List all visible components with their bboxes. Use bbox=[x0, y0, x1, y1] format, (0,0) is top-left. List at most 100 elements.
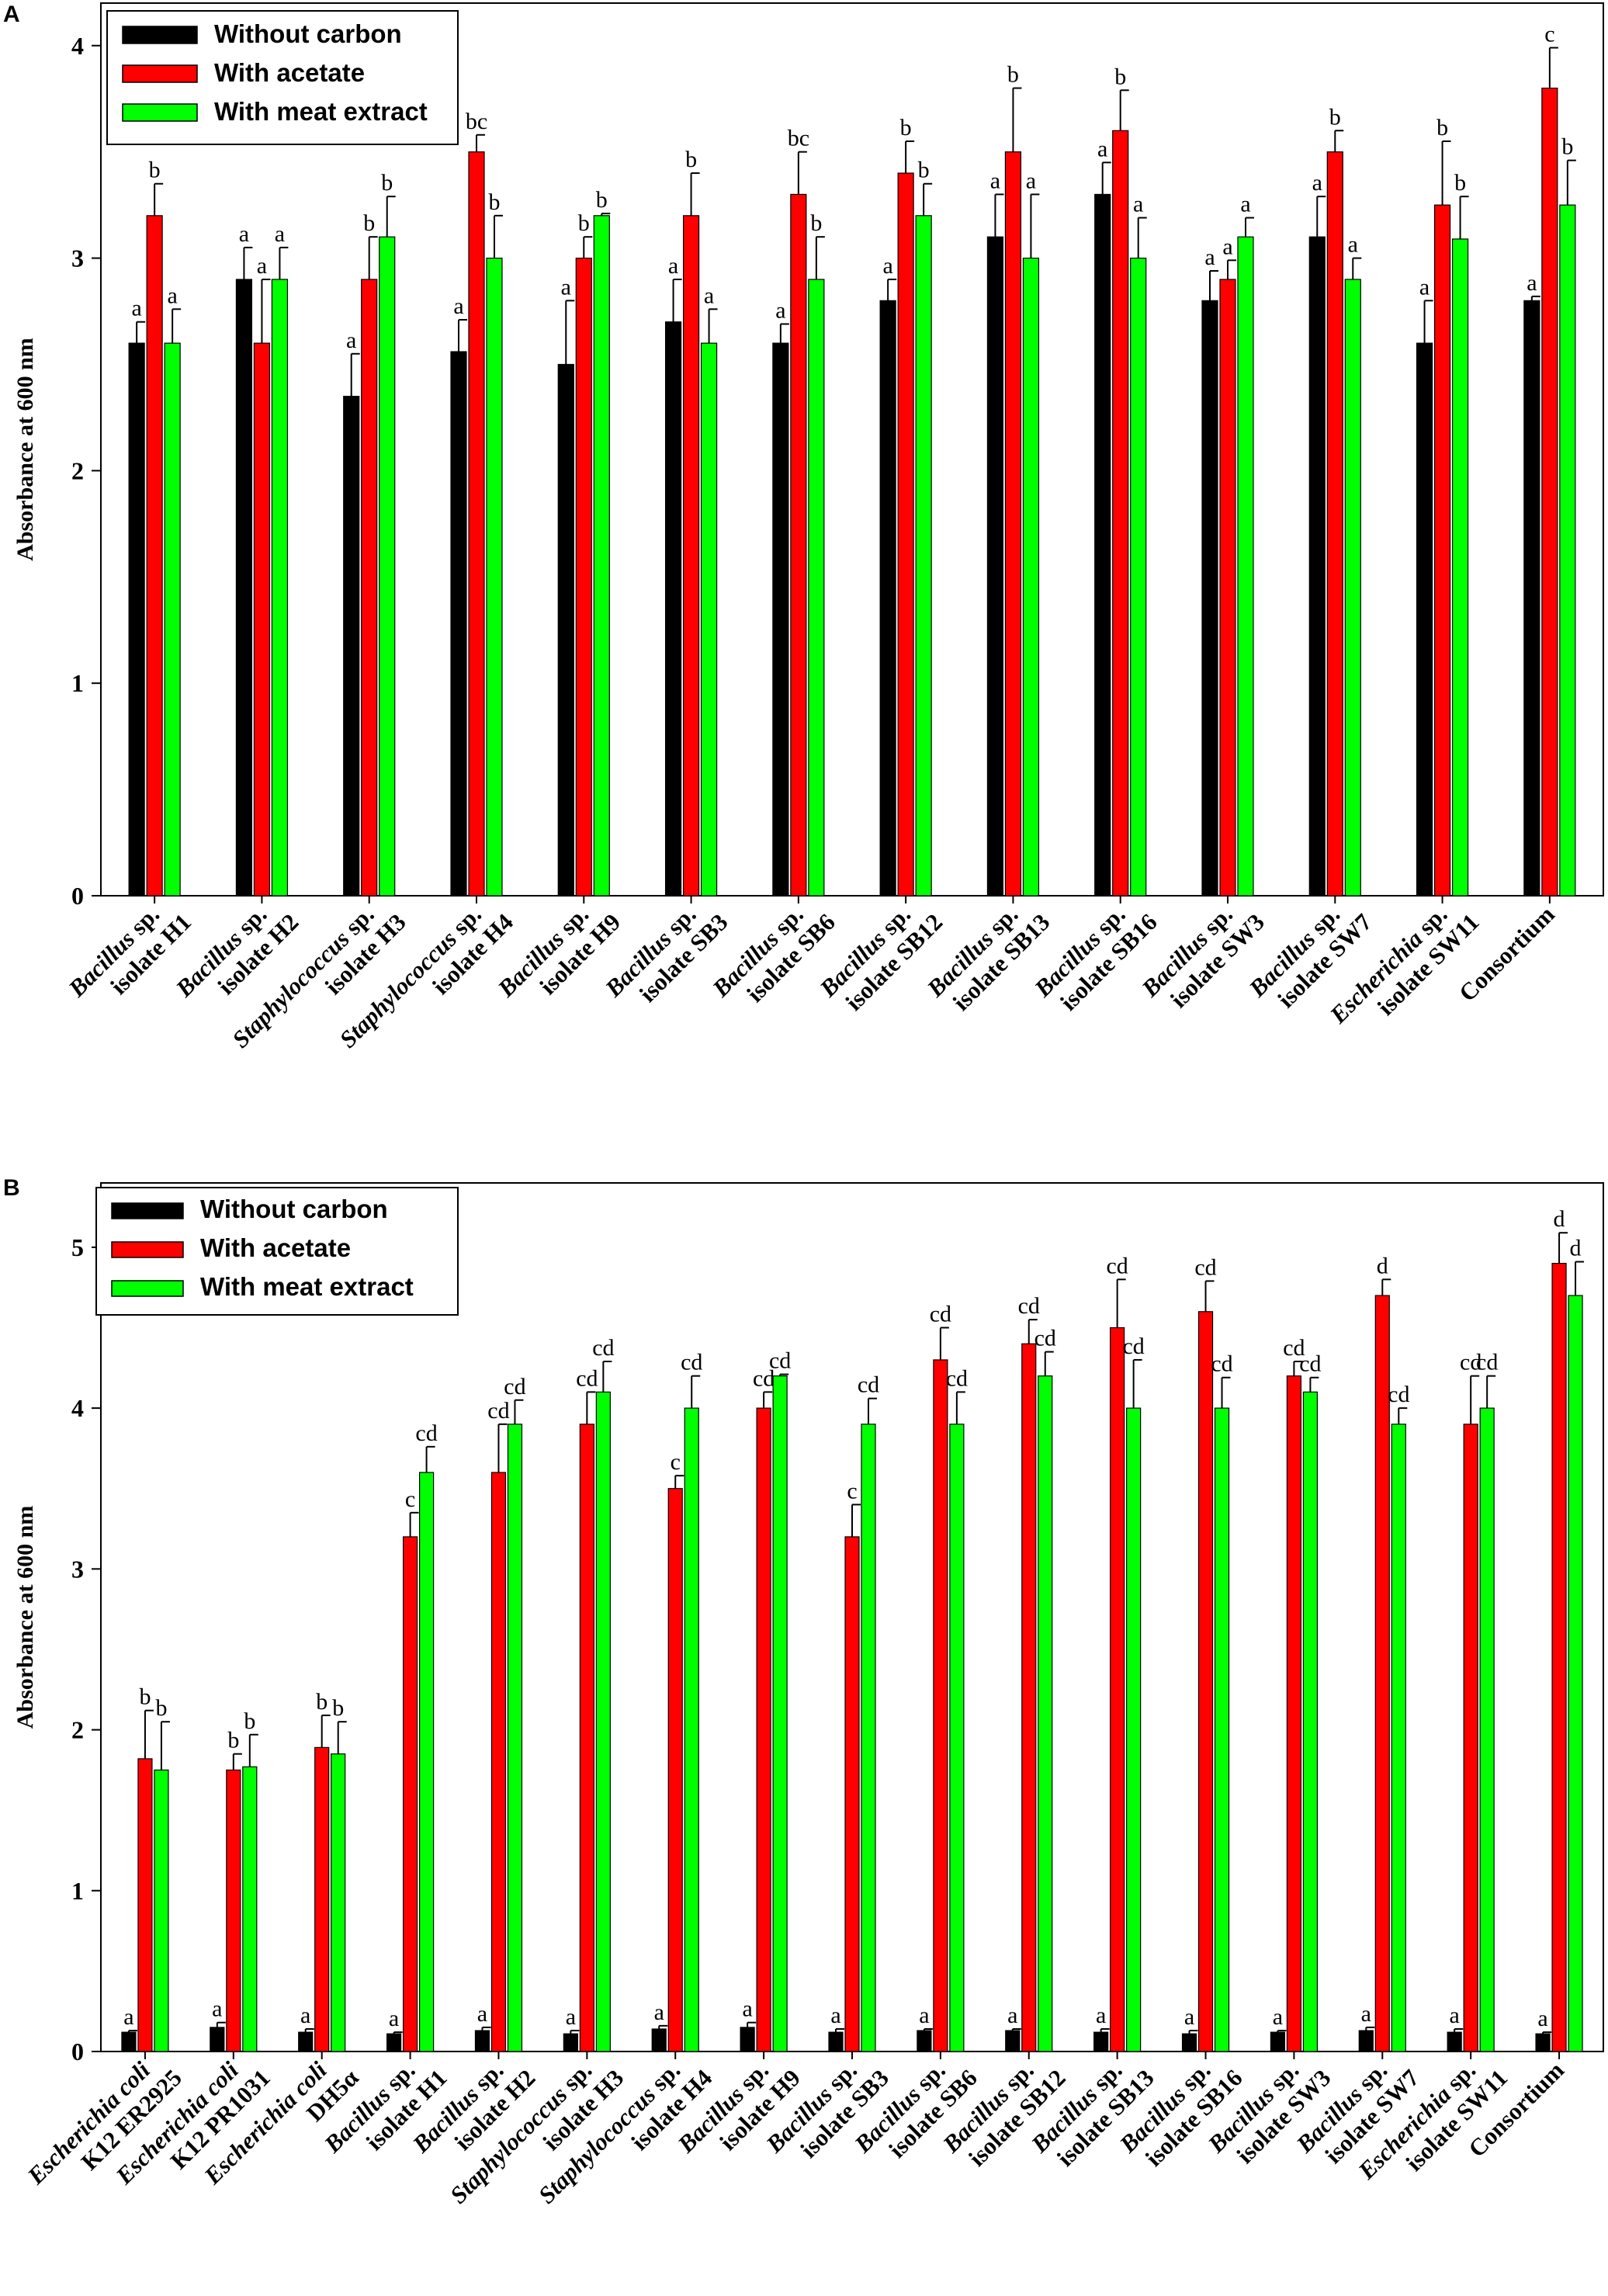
significance-letter: a bbox=[704, 283, 714, 308]
legend-label: With acetate bbox=[214, 58, 365, 87]
bar bbox=[1374, 1295, 1390, 2052]
bar bbox=[756, 1407, 771, 2052]
bar bbox=[226, 1769, 241, 2052]
significance-letter: b bbox=[316, 1689, 327, 1715]
bar bbox=[1093, 2031, 1109, 2052]
significance-letter: b bbox=[1454, 170, 1466, 196]
bar bbox=[402, 1536, 418, 2052]
bar bbox=[1270, 2031, 1286, 2052]
significance-letter: a bbox=[1527, 270, 1537, 296]
significance-letter: cd bbox=[930, 1302, 951, 1327]
bar bbox=[1201, 300, 1218, 897]
bar bbox=[314, 1746, 330, 2052]
bar bbox=[128, 342, 145, 897]
significance-letter: a bbox=[668, 253, 678, 279]
plot-frame bbox=[100, 2, 1604, 897]
bar bbox=[210, 2027, 225, 2052]
significance-letter: b bbox=[1007, 62, 1019, 88]
significance-letter: a bbox=[1222, 234, 1232, 259]
significance-letter: bc bbox=[466, 109, 487, 134]
significance-letter: a bbox=[1204, 245, 1215, 270]
significance-letter: cd bbox=[1122, 1334, 1144, 1359]
significance-letter: bc bbox=[788, 126, 809, 151]
significance-letter: b bbox=[139, 1684, 151, 1710]
bar bbox=[271, 279, 289, 897]
bar bbox=[1197, 1311, 1214, 2052]
bar bbox=[595, 1391, 611, 2052]
bar bbox=[772, 1375, 788, 2052]
bar bbox=[242, 1766, 258, 2052]
bar bbox=[1005, 2030, 1021, 2052]
bar bbox=[468, 151, 485, 897]
bar bbox=[772, 342, 789, 897]
bar bbox=[579, 1424, 594, 2052]
significance-letter: a bbox=[1312, 170, 1322, 196]
bar bbox=[418, 1472, 435, 2052]
significance-letter: a bbox=[654, 1999, 664, 2025]
significance-letter: d bbox=[1554, 1206, 1565, 1232]
significance-letter: cd bbox=[858, 1372, 879, 1398]
significance-letter: a bbox=[1026, 168, 1036, 193]
bar bbox=[575, 257, 592, 897]
significance-letter: a bbox=[1097, 136, 1107, 161]
bar bbox=[1551, 1263, 1567, 2052]
bar bbox=[790, 193, 807, 897]
bar bbox=[915, 215, 932, 897]
bar bbox=[1308, 236, 1326, 897]
bar bbox=[1219, 279, 1236, 897]
bar bbox=[1451, 238, 1469, 897]
significance-letter: a bbox=[742, 1996, 752, 2022]
bar bbox=[986, 236, 1004, 897]
bar bbox=[897, 172, 914, 897]
y-tick-label: 1 bbox=[71, 669, 84, 697]
bar bbox=[1559, 204, 1576, 897]
significance-letter: a bbox=[1184, 2004, 1194, 2030]
significance-letter: a bbox=[239, 221, 249, 247]
significance-letter: cd bbox=[1034, 1326, 1056, 1351]
bar bbox=[1021, 1343, 1037, 2052]
significance-letter: cd bbox=[769, 1348, 791, 1374]
bar bbox=[331, 1753, 346, 2052]
y-tick-label: 4 bbox=[71, 32, 84, 60]
significance-letter: a bbox=[123, 2004, 133, 2030]
significance-letter: cd bbox=[504, 1374, 525, 1399]
legend-swatch bbox=[111, 1202, 184, 1219]
legend-swatch bbox=[122, 103, 198, 122]
legend-label: Without carbon bbox=[200, 1195, 388, 1223]
legend-label: With meat extract bbox=[214, 97, 428, 126]
y-tick-label: 4 bbox=[71, 1394, 84, 1422]
significance-letter: a bbox=[300, 2003, 310, 2028]
bar bbox=[343, 395, 360, 897]
y-tick-label: 2 bbox=[71, 1716, 84, 1744]
significance-letter: b bbox=[810, 210, 822, 236]
significance-letter: cd bbox=[681, 1350, 702, 1375]
significance-letter: b bbox=[381, 170, 393, 196]
bar bbox=[121, 2031, 137, 2052]
bar bbox=[1022, 257, 1040, 897]
significance-letter: a bbox=[453, 293, 463, 319]
significance-letter: a bbox=[131, 296, 141, 321]
panel-b-letter: B bbox=[3, 1175, 20, 1201]
significance-letter: b bbox=[489, 189, 501, 215]
significance-letter: a bbox=[566, 2004, 576, 2030]
bar bbox=[1126, 1407, 1142, 2052]
significance-letter: a bbox=[1450, 2003, 1460, 2028]
significance-letter: a bbox=[257, 253, 267, 279]
legend-swatch bbox=[111, 1280, 184, 1297]
significance-letter: b bbox=[363, 210, 375, 236]
significance-letter: cd bbox=[415, 1420, 437, 1446]
significance-letter: b bbox=[900, 115, 912, 140]
significance-letter: cd bbox=[487, 1398, 509, 1424]
bar bbox=[164, 342, 181, 897]
significance-letter: cd bbox=[1018, 1293, 1040, 1319]
bar bbox=[1568, 1295, 1583, 2052]
y-axis-title: Absorbance at 600 nm bbox=[12, 1506, 38, 1729]
bar bbox=[1302, 1391, 1319, 2052]
bar bbox=[1110, 1327, 1125, 2052]
significance-letter: c bbox=[847, 1478, 857, 1503]
y-tick-label: 3 bbox=[71, 1555, 84, 1583]
significance-letter: cd bbox=[1388, 1382, 1409, 1407]
significance-letter: a bbox=[212, 1996, 222, 2022]
bar bbox=[235, 279, 253, 897]
